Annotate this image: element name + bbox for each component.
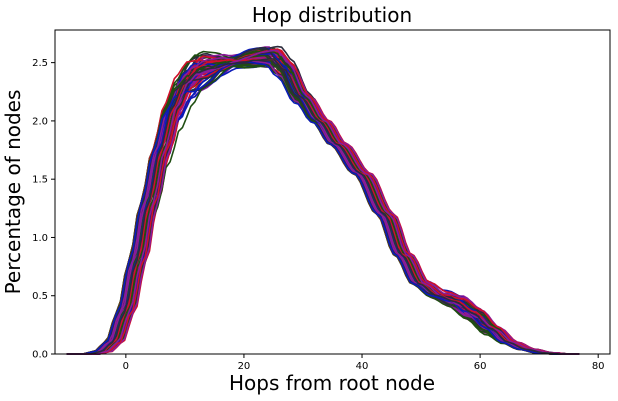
x-tick-label: 20 (238, 361, 251, 372)
x-tick-label: 40 (356, 361, 369, 372)
y-tick-label: 1.5 (32, 175, 48, 186)
curves-group (66, 45, 580, 355)
x-axis-ticks: 0 20 40 60 80 (123, 354, 605, 372)
y-tick-label: 0.5 (32, 291, 48, 302)
y-tick-label: 1.0 (32, 233, 48, 244)
density-curve (66, 58, 580, 355)
density-curve (66, 48, 580, 355)
density-curve (66, 58, 580, 355)
x-tick-label: 0 (123, 361, 129, 372)
y-tick-label: 2.5 (32, 58, 48, 69)
chart-title: Hop distribution (252, 3, 412, 27)
x-tick-label: 60 (474, 361, 487, 372)
y-tick-label: 2.0 (32, 116, 48, 127)
plot-frame (54, 29, 611, 355)
y-tick-label: 0.0 (32, 350, 48, 361)
x-axis-label: Hops from root node (229, 371, 435, 395)
y-axis-label: Percentage of nodes (1, 90, 25, 295)
density-curve (66, 60, 580, 355)
x-tick-label: 80 (592, 361, 605, 372)
density-curve (66, 54, 580, 355)
y-axis-ticks: 0.0 0.5 1.0 1.5 2.0 2.5 (32, 58, 55, 361)
density-curve (66, 57, 580, 355)
